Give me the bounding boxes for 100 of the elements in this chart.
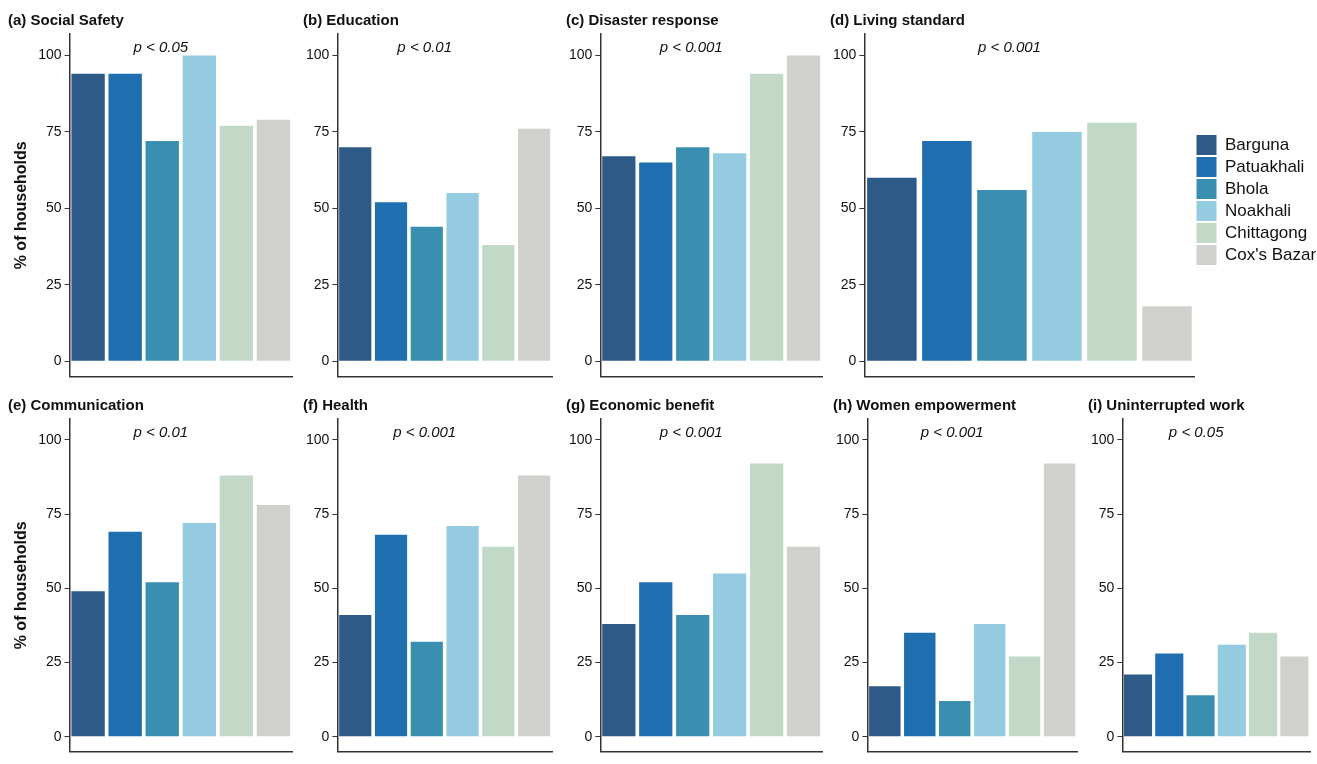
y-axis-title: % of households xyxy=(12,141,30,270)
legend-label: Patuakhali xyxy=(1225,156,1305,176)
y-tick-label: 100 xyxy=(569,430,593,447)
bar xyxy=(410,641,443,737)
y-tick-label: 0 xyxy=(1106,727,1115,744)
annotation: p < 0.01 xyxy=(132,423,189,441)
bar xyxy=(786,546,821,737)
legend-label: Chittagong xyxy=(1225,222,1308,242)
bar xyxy=(977,190,1027,361)
bar xyxy=(71,591,105,737)
y-tick-label: 0 xyxy=(584,352,593,369)
bar xyxy=(482,546,515,737)
bar xyxy=(374,202,408,361)
bar xyxy=(145,582,179,737)
y-tick-label: 100 xyxy=(1091,430,1115,447)
bar xyxy=(410,226,443,361)
bar xyxy=(1249,632,1278,737)
y-tick-label: 0 xyxy=(848,352,857,369)
bar xyxy=(182,55,216,361)
y-tick-label: 25 xyxy=(576,653,593,670)
bar xyxy=(339,147,372,361)
bar xyxy=(639,162,673,361)
bar xyxy=(1155,653,1184,737)
bar xyxy=(108,73,142,361)
y-tick-label: 75 xyxy=(45,122,62,139)
chart-title: (b) Education xyxy=(303,11,399,29)
bar xyxy=(602,156,636,361)
bar xyxy=(749,463,784,737)
bar xyxy=(1043,463,1076,737)
y-tick-label: 75 xyxy=(840,122,857,139)
bar xyxy=(108,531,142,737)
bar xyxy=(749,73,784,361)
bar xyxy=(71,73,105,361)
legend-label: Barguna xyxy=(1225,134,1290,154)
y-tick-label: 75 xyxy=(1098,504,1115,521)
bar xyxy=(713,153,747,361)
bar xyxy=(867,177,917,361)
y-tick-label: 0 xyxy=(53,352,62,369)
annotation: p < 0.001 xyxy=(658,38,723,56)
y-tick-label: 100 xyxy=(38,430,62,447)
chart-title: (d) Living standard xyxy=(830,11,965,29)
bar xyxy=(1142,306,1192,361)
y-tick-label: 50 xyxy=(576,579,593,596)
y-tick-label: 25 xyxy=(1098,653,1115,670)
bar xyxy=(1008,656,1041,737)
bar xyxy=(676,147,710,361)
bar xyxy=(1280,656,1309,737)
y-tick-label: 0 xyxy=(851,727,860,744)
y-tick-label: 100 xyxy=(833,46,857,63)
y-tick-label: 50 xyxy=(45,579,62,596)
bar xyxy=(339,615,372,737)
legend-label: Noakhali xyxy=(1225,200,1292,220)
y-tick-label: 75 xyxy=(313,122,330,139)
y-tick-label: 0 xyxy=(321,727,330,744)
y-tick-label: 50 xyxy=(576,199,593,216)
y-tick-label: 25 xyxy=(313,275,330,292)
bar xyxy=(938,701,971,737)
bar xyxy=(518,128,551,361)
y-tick-label: 100 xyxy=(569,46,593,63)
y-tick-label: 50 xyxy=(45,199,62,216)
bar xyxy=(256,505,291,737)
y-tick-label: 50 xyxy=(840,199,857,216)
y-tick-label: 100 xyxy=(306,430,330,447)
bar xyxy=(1123,674,1153,737)
y-tick-label: 75 xyxy=(576,122,593,139)
y-tick-label: 50 xyxy=(313,199,330,216)
y-tick-label: 75 xyxy=(843,504,860,521)
bar xyxy=(446,525,479,737)
annotation: p < 0.05 xyxy=(1167,423,1225,441)
y-tick-label: 75 xyxy=(576,504,593,521)
bar xyxy=(973,623,1006,737)
y-tick-label: 100 xyxy=(836,430,860,447)
bar xyxy=(145,141,179,361)
bar xyxy=(1217,644,1246,737)
bar xyxy=(482,245,515,361)
bar xyxy=(639,582,673,737)
bar xyxy=(374,534,408,737)
bar xyxy=(786,55,821,361)
bar xyxy=(1087,122,1137,361)
bar xyxy=(219,125,254,361)
y-tick-label: 0 xyxy=(53,727,62,744)
y-tick-label: 75 xyxy=(313,504,330,521)
annotation: p < 0.001 xyxy=(976,38,1041,56)
chart-title: (c) Disaster response xyxy=(566,11,719,29)
chart-title: (h) Women empowerment xyxy=(833,396,1017,414)
y-tick-label: 25 xyxy=(843,653,860,670)
y-tick-label: 25 xyxy=(313,653,330,670)
annotation: p < 0.01 xyxy=(396,38,452,56)
chart-title: (i) Uninterrupted work xyxy=(1088,396,1246,414)
bar xyxy=(446,193,479,361)
bar xyxy=(904,632,936,737)
y-tick-label: 25 xyxy=(840,275,857,292)
bar xyxy=(602,623,636,737)
chart-title: (g) Economic benefit xyxy=(566,396,715,414)
chart-title: (e) Communication xyxy=(8,396,144,414)
bar xyxy=(713,573,747,737)
legend-label: Bhola xyxy=(1225,178,1270,198)
bar xyxy=(1186,695,1215,737)
y-tick-label: 75 xyxy=(45,504,62,521)
bar xyxy=(219,475,254,737)
